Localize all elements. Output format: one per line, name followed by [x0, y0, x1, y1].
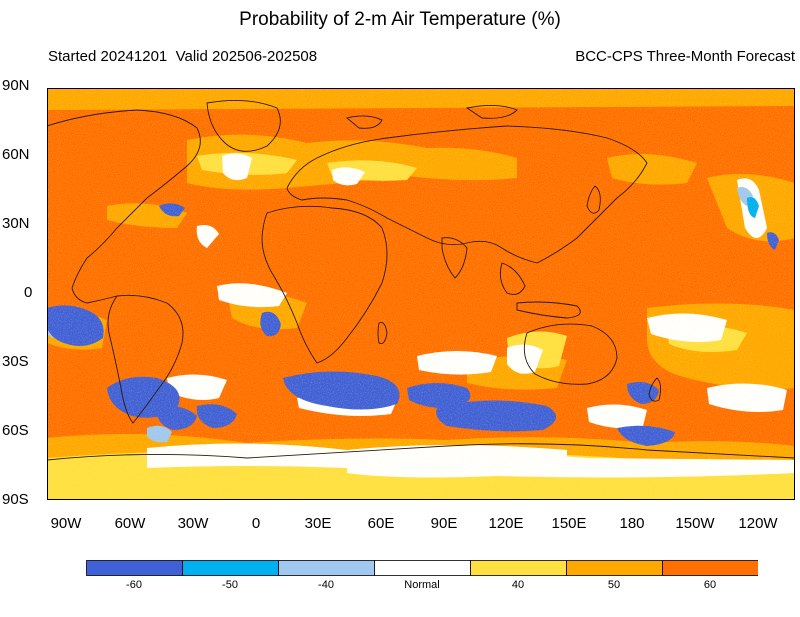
- lon-label-0: 0: [251, 515, 261, 532]
- lon-label-30w: 30W: [177, 515, 209, 532]
- map-title: Probability of 2-m Air Temperature (%): [239, 9, 561, 30]
- colorbar-label-40: 40: [511, 579, 525, 591]
- lat-label-90s: 90S: [2, 491, 29, 508]
- colorbar-label-normal: Normal: [404, 579, 440, 591]
- probability-map: [47, 88, 795, 500]
- colorbar-swatch-6: [662, 560, 758, 576]
- run-info: Started 20241201 Valid 202506-202508: [48, 48, 318, 65]
- lat-label-90n: 90N: [2, 77, 30, 94]
- lon-label-120w: 120W: [738, 515, 778, 532]
- lat-label-30n: 30N: [2, 215, 30, 232]
- colorbar-label-50: 50: [607, 579, 621, 591]
- colorbar-label-60: 60: [703, 579, 717, 591]
- lon-label-150e: 150E: [551, 515, 587, 532]
- lon-label-60e: 60E: [367, 515, 395, 532]
- lon-label-60w: 60W: [114, 515, 146, 532]
- lon-label-180: 180: [619, 515, 645, 532]
- colorbar-label-minus60: -60: [126, 579, 142, 591]
- colorbar-swatch-2: [278, 560, 375, 576]
- lat-label-30s: 30S: [2, 353, 29, 370]
- forecast-name: BCC-CPS Three-Month Forecast: [575, 48, 795, 65]
- lon-label-90w: 90W: [50, 515, 82, 532]
- lon-label-150w: 150W: [675, 515, 715, 532]
- lat-label-60s: 60S: [2, 422, 29, 439]
- lat-label-60n: 60N: [2, 146, 30, 163]
- colorbar-swatch-5: [566, 560, 663, 576]
- lon-label-90e: 90E: [430, 515, 458, 532]
- lon-label-30e: 30E: [304, 515, 332, 532]
- colorbar-swatch-1: [182, 560, 279, 576]
- grain-overlay: [47, 88, 795, 500]
- lon-label-120e: 120E: [488, 515, 524, 532]
- colorbar-label-minus40: -40: [318, 579, 334, 591]
- coastlines: [47, 99, 795, 461]
- colorbar-swatch-0: [86, 560, 183, 576]
- map-frame: [47, 88, 795, 500]
- colorbar: [86, 560, 758, 576]
- colorbar-label-minus50: -50: [222, 579, 238, 591]
- colorbar-swatch-4: [470, 560, 567, 576]
- lat-label-eq: 0: [24, 284, 33, 301]
- colorbar-swatch-3: [374, 560, 471, 576]
